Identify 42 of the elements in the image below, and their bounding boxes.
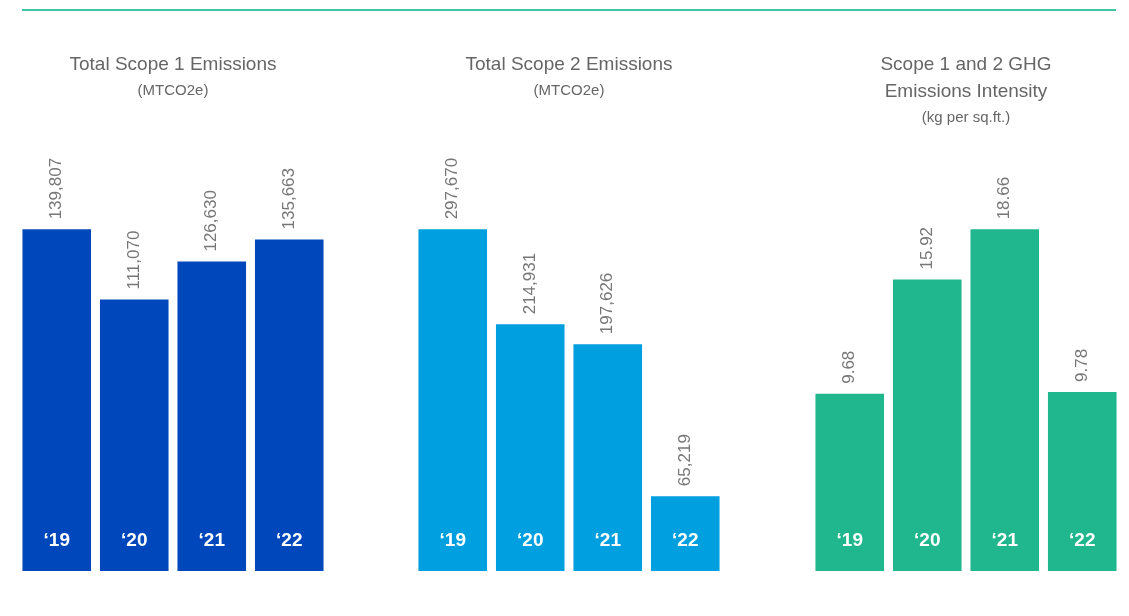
bar	[495, 324, 565, 571]
bar	[970, 229, 1040, 571]
x-tick-label: ‘21	[991, 529, 1019, 551]
bar	[254, 239, 324, 571]
chart-title: Scope 1 and 2 GHG Emissions Intensity	[879, 52, 1053, 103]
data-label: 15.92	[916, 226, 936, 270]
x-tick-label: ‘19	[439, 529, 466, 551]
bar	[99, 299, 169, 571]
bar	[418, 229, 488, 571]
data-label: 9.78	[1071, 348, 1091, 382]
data-label: 297,670	[442, 157, 462, 220]
data-label: 111,070	[123, 230, 143, 290]
x-tick-label: ‘19	[43, 529, 70, 551]
data-label: 214,931	[519, 252, 539, 315]
data-label: 9.68	[839, 350, 859, 384]
data-label: 65,219	[674, 434, 694, 487]
chart-subtitle: (MTCO2e)	[532, 80, 606, 100]
bar	[177, 261, 247, 571]
x-tick-label: ‘19	[836, 529, 863, 551]
bar	[815, 393, 885, 571]
data-label: 139,807	[46, 157, 66, 220]
x-tick-label: ‘22	[1069, 529, 1096, 551]
chart-subtitle: (MTCO2e)	[136, 80, 210, 100]
bar	[650, 496, 720, 571]
x-tick-label: ‘21	[198, 529, 226, 551]
x-tick-label: ‘20	[914, 529, 941, 551]
data-label: 135,663	[278, 168, 298, 230]
chart-title: Total Scope 1 Emissions	[68, 52, 278, 76]
bar	[22, 229, 92, 571]
bar	[1047, 391, 1117, 571]
bar	[573, 344, 643, 571]
bar	[892, 279, 962, 571]
chart-subtitle: (kg per sq.ft.)	[920, 107, 1012, 127]
data-label: 18.66	[994, 176, 1014, 220]
x-tick-label: ‘21	[594, 529, 622, 551]
chart-title: Total Scope 2 Emissions	[464, 52, 674, 76]
x-tick-label: ‘20	[121, 529, 148, 551]
x-tick-label: ‘22	[672, 529, 699, 551]
data-label: 126,630	[201, 190, 221, 252]
x-tick-label: ‘22	[276, 529, 303, 551]
x-tick-label: ‘20	[517, 529, 544, 551]
data-label: 197,626	[597, 272, 617, 335]
